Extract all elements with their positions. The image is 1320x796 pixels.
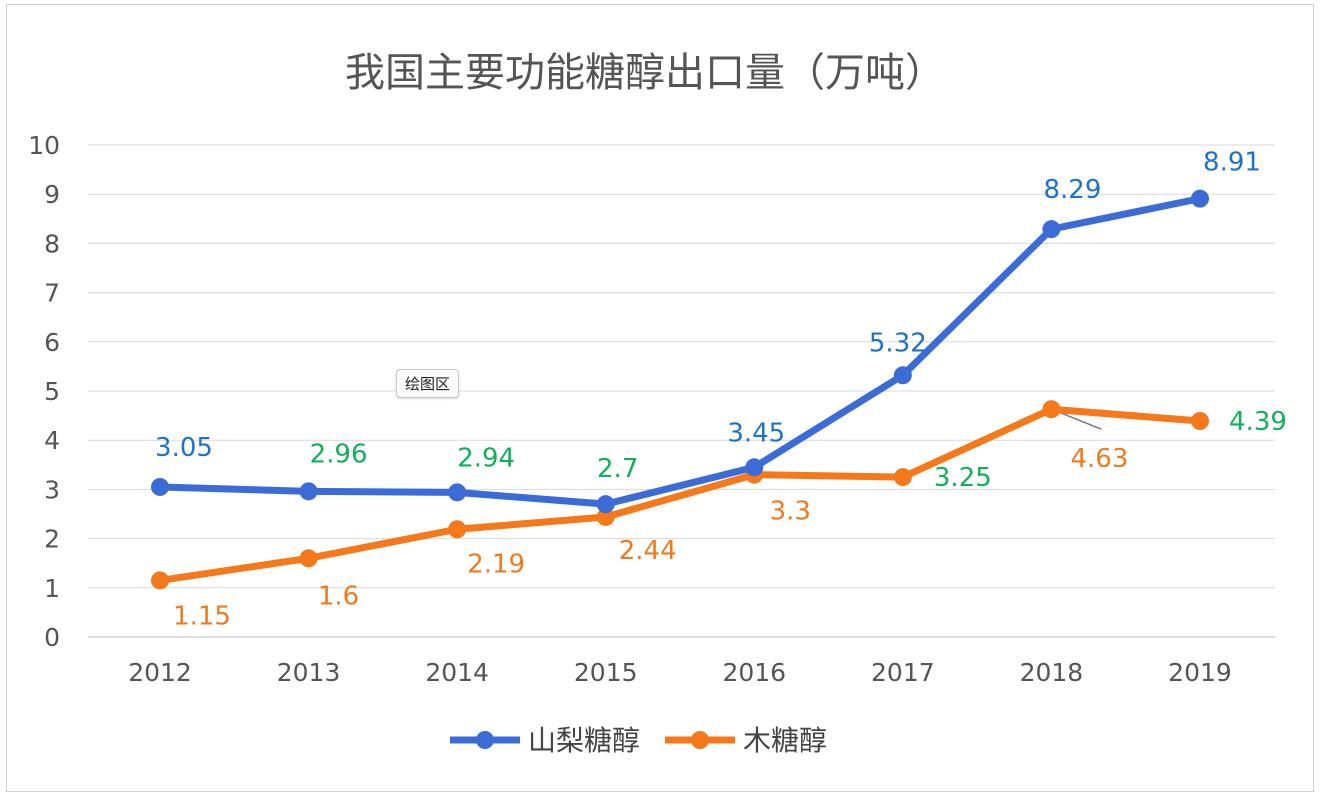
legend-label: 木糖醇	[743, 724, 827, 757]
y-tick-label: 5	[44, 377, 60, 406]
data-label: 2.7	[597, 454, 638, 484]
data-point	[893, 366, 912, 385]
data-point	[1042, 220, 1061, 239]
x-tick-label: 2015	[574, 658, 638, 687]
data-point	[299, 482, 318, 501]
data-label: 2.94	[457, 443, 515, 473]
legend-label: 山梨糖醇	[528, 724, 640, 757]
y-tick-label: 6	[44, 328, 60, 357]
data-point	[596, 507, 615, 526]
data-label: 8.29	[1043, 175, 1101, 205]
y-tick-label: 2	[44, 525, 60, 554]
y-tick-label: 9	[44, 180, 60, 209]
data-label: 1.15	[173, 601, 231, 631]
data-label: 3.3	[770, 497, 811, 527]
x-tick-label: 2016	[722, 658, 786, 687]
data-point	[151, 571, 169, 590]
x-tick-label: 2013	[277, 658, 341, 687]
chart-title: 我国主要功能糖醇出口量（万吨）	[345, 50, 945, 96]
data-point	[1042, 400, 1061, 419]
y-tick-label: 7	[44, 279, 60, 308]
data-label: 4.39	[1229, 407, 1287, 437]
data-label: 3.05	[155, 433, 213, 463]
legend-marker	[476, 731, 494, 749]
y-tick-label: 10	[28, 131, 60, 160]
x-tick-label: 2014	[425, 658, 489, 687]
data-label: 8.91	[1203, 148, 1261, 178]
plot-area-tooltip: 绘图区	[396, 369, 460, 398]
data-label: 2.96	[310, 439, 368, 469]
data-label: 3.25	[934, 463, 992, 493]
data-label: 2.19	[467, 549, 525, 579]
data-label: 3.45	[727, 418, 785, 448]
data-point	[448, 520, 467, 539]
data-point	[151, 477, 169, 496]
series-line-2	[159, 405, 1201, 584]
data-point	[1190, 412, 1209, 431]
data-label: 5.32	[869, 328, 927, 358]
data-point	[596, 495, 615, 514]
y-tick-label: 4	[44, 426, 60, 455]
legend-marker	[691, 731, 709, 749]
x-tick-label: 2012	[128, 658, 192, 687]
x-tick-label: 2017	[871, 658, 935, 687]
data-label: 4.63	[1070, 444, 1128, 474]
x-tick-label: 2018	[1020, 658, 1084, 687]
series-line-1	[159, 195, 1201, 508]
data-point	[1190, 189, 1209, 208]
data-label: 2.44	[619, 536, 677, 566]
y-tick-label: 3	[44, 475, 60, 504]
data-point	[299, 549, 318, 568]
y-tick-label: 1	[44, 574, 60, 603]
data-point	[745, 458, 764, 477]
data-point	[893, 468, 912, 487]
chart-frame	[6, 4, 1314, 792]
data-point	[448, 483, 467, 502]
data-label: 1.6	[318, 581, 359, 611]
y-tick-label: 0	[44, 623, 60, 652]
y-tick-label: 8	[44, 229, 60, 258]
x-tick-label: 2019	[1168, 658, 1232, 687]
